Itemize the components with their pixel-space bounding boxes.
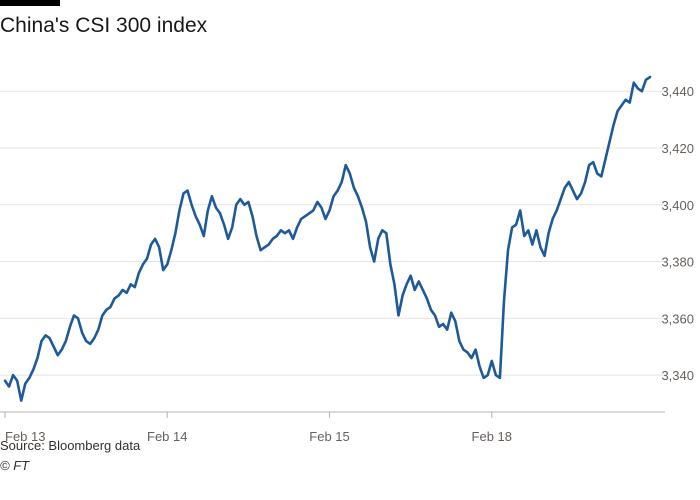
y-tick-label: 3,420 [661,141,694,156]
y-tick-label: 3,360 [661,311,694,326]
y-tick-label: 3,380 [661,255,694,270]
y-axis-labels: 3,340 3,360 3,380 3,400 3,420 3,440 [661,84,694,383]
x-axis-ticks: Feb 13 Feb 14 Feb 15 Feb 18 [4,412,512,444]
ft-credit: © FT [0,458,30,473]
data-points [5,77,650,401]
y-tick-label: 3,400 [661,198,694,213]
y-tick-label: 3,440 [661,84,694,99]
x-tick-label: Feb 15 [309,429,349,444]
y-tick-label: 3,340 [661,368,694,383]
chart-title: China's CSI 300 index [0,14,208,37]
source-note: Source: Bloomberg data [0,438,141,453]
x-tick-label: Feb 13 [5,429,45,444]
ft-brand-bar [0,0,60,6]
csi-300-series-line [3,75,652,402]
x-tick-label: Feb 18 [472,429,512,444]
x-tick-label: Feb 14 [147,429,187,444]
gridlines [0,90,665,376]
